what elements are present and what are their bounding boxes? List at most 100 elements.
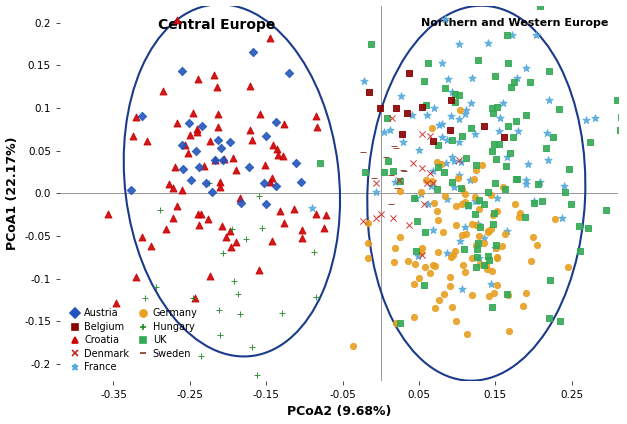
- Point: [366, 40, 376, 47]
- Point: [463, 201, 473, 208]
- Point: [209, 156, 219, 163]
- Point: [432, 185, 442, 192]
- Point: [495, 114, 505, 121]
- Point: [440, 168, 450, 175]
- Point: [505, 150, 515, 157]
- Point: [512, 75, 522, 81]
- Point: [395, 177, 405, 184]
- Point: [273, 152, 283, 159]
- Point: [545, 276, 555, 283]
- Point: [395, 187, 405, 194]
- Point: [429, 200, 439, 206]
- Point: [455, 139, 465, 146]
- Point: [455, 107, 465, 114]
- Point: [391, 104, 401, 111]
- X-axis label: PCoA2 (9.68%): PCoA2 (9.68%): [287, 405, 391, 418]
- Point: [423, 112, 433, 119]
- Point: [172, 120, 182, 126]
- Point: [560, 189, 570, 196]
- Point: [429, 304, 440, 311]
- Point: [209, 72, 219, 78]
- Point: [358, 218, 368, 224]
- Point: [218, 157, 228, 164]
- Point: [128, 132, 138, 139]
- Point: [450, 90, 460, 97]
- Point: [376, 211, 386, 218]
- Point: [142, 137, 152, 144]
- Point: [210, 156, 220, 163]
- Point: [474, 233, 484, 240]
- Point: [363, 219, 373, 226]
- Point: [566, 201, 576, 208]
- Point: [268, 142, 278, 149]
- Point: [189, 294, 199, 301]
- Point: [224, 227, 234, 234]
- Point: [492, 254, 502, 261]
- Point: [348, 343, 358, 350]
- Text: Central Europe: Central Europe: [158, 18, 275, 32]
- Point: [187, 294, 198, 301]
- Point: [585, 138, 595, 145]
- Point: [522, 65, 532, 72]
- Point: [234, 310, 245, 317]
- Point: [185, 132, 195, 139]
- Point: [315, 159, 325, 166]
- Point: [440, 85, 450, 92]
- Point: [321, 211, 331, 218]
- Point: [475, 261, 485, 268]
- Point: [483, 189, 493, 195]
- Point: [475, 197, 485, 204]
- Point: [397, 131, 407, 137]
- Point: [490, 180, 500, 187]
- Point: [260, 162, 270, 169]
- Point: [456, 184, 466, 191]
- Point: [245, 83, 255, 89]
- Point: [479, 234, 489, 241]
- Point: [482, 266, 492, 273]
- Point: [450, 247, 460, 254]
- Point: [458, 262, 468, 268]
- Point: [379, 128, 389, 135]
- Point: [442, 195, 452, 202]
- Point: [216, 223, 226, 229]
- Point: [525, 78, 535, 85]
- Point: [204, 180, 214, 187]
- Point: [423, 60, 433, 67]
- Point: [446, 97, 456, 103]
- Point: [504, 327, 514, 334]
- Point: [409, 260, 419, 267]
- Point: [451, 222, 461, 229]
- Point: [455, 238, 465, 245]
- Point: [203, 216, 213, 223]
- Point: [255, 192, 265, 199]
- Point: [485, 191, 495, 198]
- Point: [267, 175, 277, 181]
- Point: [218, 250, 228, 257]
- Point: [509, 79, 519, 86]
- Point: [433, 141, 443, 148]
- Point: [485, 256, 495, 263]
- Point: [371, 180, 381, 187]
- Point: [393, 184, 403, 191]
- Point: [426, 183, 436, 190]
- Point: [213, 123, 223, 130]
- Point: [421, 176, 431, 183]
- Point: [442, 250, 452, 257]
- Point: [460, 268, 470, 275]
- Point: [382, 115, 392, 122]
- Point: [312, 124, 322, 131]
- Point: [196, 353, 206, 360]
- Point: [244, 164, 254, 170]
- Point: [151, 284, 161, 290]
- Point: [451, 317, 461, 324]
- Point: [430, 263, 440, 270]
- Point: [510, 200, 520, 207]
- Point: [419, 282, 429, 289]
- Point: [542, 130, 552, 137]
- Point: [437, 134, 447, 141]
- Point: [421, 228, 431, 235]
- Point: [236, 200, 246, 206]
- Point: [487, 226, 497, 233]
- Point: [137, 112, 147, 119]
- Point: [555, 318, 565, 324]
